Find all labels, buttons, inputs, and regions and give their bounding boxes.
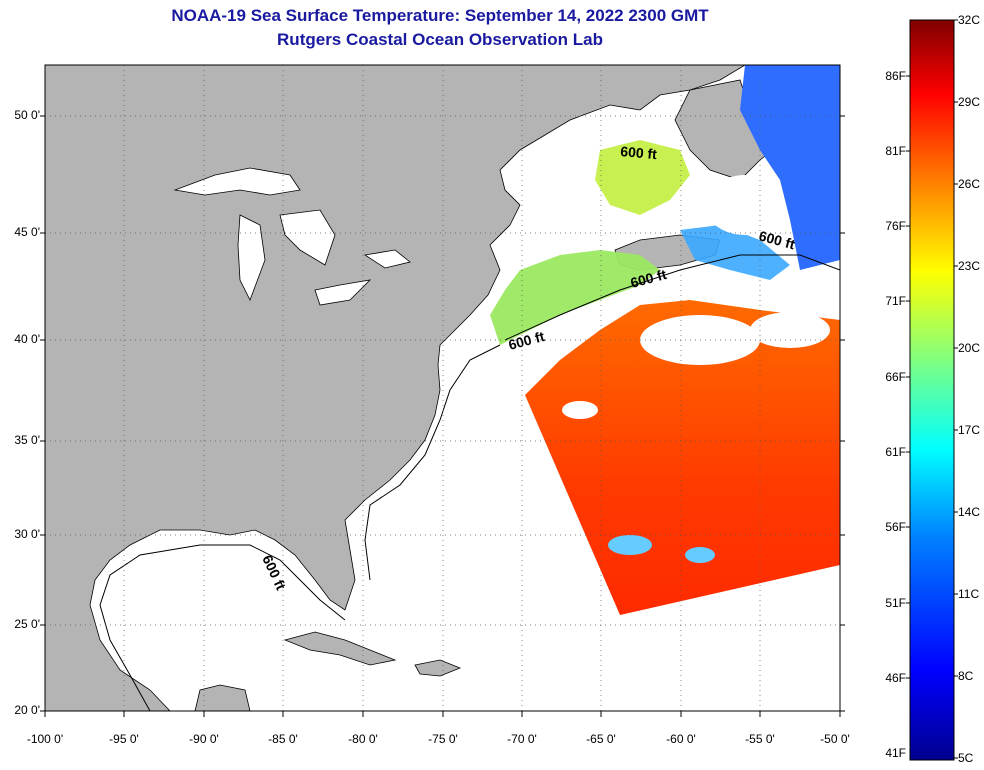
lon-label: -55 0' <box>745 732 775 746</box>
land-cuba <box>283 631 397 666</box>
lon-label: -75 0' <box>428 732 458 746</box>
cloud-patch <box>562 401 598 419</box>
colorbar-c-label: 32C <box>958 13 981 27</box>
colorbar <box>909 19 955 761</box>
colorbar-f-label: 71F <box>885 294 906 308</box>
great-lakes <box>173 167 411 306</box>
colorbar-c-label: 29C <box>958 95 981 109</box>
colorbar-c-label: 8C <box>958 669 974 683</box>
lon-label: -80 0' <box>348 732 378 746</box>
lon-label: -95 0' <box>109 732 139 746</box>
cloud-patch <box>608 535 652 555</box>
colorbar-f-label: 46F <box>885 671 906 685</box>
axis-ticks <box>40 115 845 717</box>
land-north-america <box>45 65 746 711</box>
colorbar-c-label: 17C <box>958 423 981 437</box>
lon-label: -85 0' <box>268 732 298 746</box>
colorbar-c-label: 26C <box>958 177 981 191</box>
colorbar-c-label: 11C <box>958 587 980 601</box>
colorbar-c-label: 23C <box>958 259 981 273</box>
lat-label: 50 0' <box>14 108 40 122</box>
lat-label: 25 0' <box>14 617 40 631</box>
sst-gulf-stlawrence <box>595 140 690 215</box>
lon-label: -60 0' <box>666 732 696 746</box>
colorbar-c-label: 5C <box>958 751 974 765</box>
colorbar-f-label: 51F <box>885 596 906 610</box>
colorbar-f-label: 61F <box>885 445 906 459</box>
map-title: NOAA-19 Sea Surface Temperature: Septemb… <box>171 6 709 25</box>
lon-label: -90 0' <box>189 732 219 746</box>
colorbar-f-label: 41F <box>885 746 906 760</box>
lat-label: 20 0' <box>14 703 40 717</box>
lat-label: 35 0' <box>14 433 40 447</box>
colorbar-f-label: 66F <box>885 370 906 384</box>
colorbar-f-label: 86F <box>885 69 906 83</box>
sst-swath-warm <box>525 300 840 615</box>
map-subtitle: Rutgers Coastal Ocean Observation Lab <box>277 30 603 49</box>
colorbar-f-label: 81F <box>885 144 906 158</box>
land-hispaniola <box>414 659 462 677</box>
colorbar-f-label: 56F <box>885 520 906 534</box>
sst-nova-scotia-blue <box>680 225 790 280</box>
land-yucatan <box>194 684 251 711</box>
colorbar-f-label: 76F <box>885 219 906 233</box>
colorbar-c-label: 20C <box>958 341 981 355</box>
isobath-600ft <box>99 254 840 711</box>
lon-label: -50 0' <box>820 732 850 746</box>
isobath-label: 600 ft <box>620 143 658 162</box>
colorbar-ticks <box>906 19 958 759</box>
sst-shelf-green <box>490 250 660 345</box>
lat-label: 40 0' <box>14 332 40 346</box>
colorbar-c-label: 14C <box>958 505 981 519</box>
lat-label: 30 0' <box>14 527 40 541</box>
lat-label: 45 0' <box>14 225 40 239</box>
lon-label: -100 0' <box>26 732 64 746</box>
cloud-patch <box>685 547 715 563</box>
cloud-patch <box>705 175 785 235</box>
lon-label: -70 0' <box>507 732 537 746</box>
lon-label: -65 0' <box>586 732 616 746</box>
cloud-patch <box>750 312 830 348</box>
